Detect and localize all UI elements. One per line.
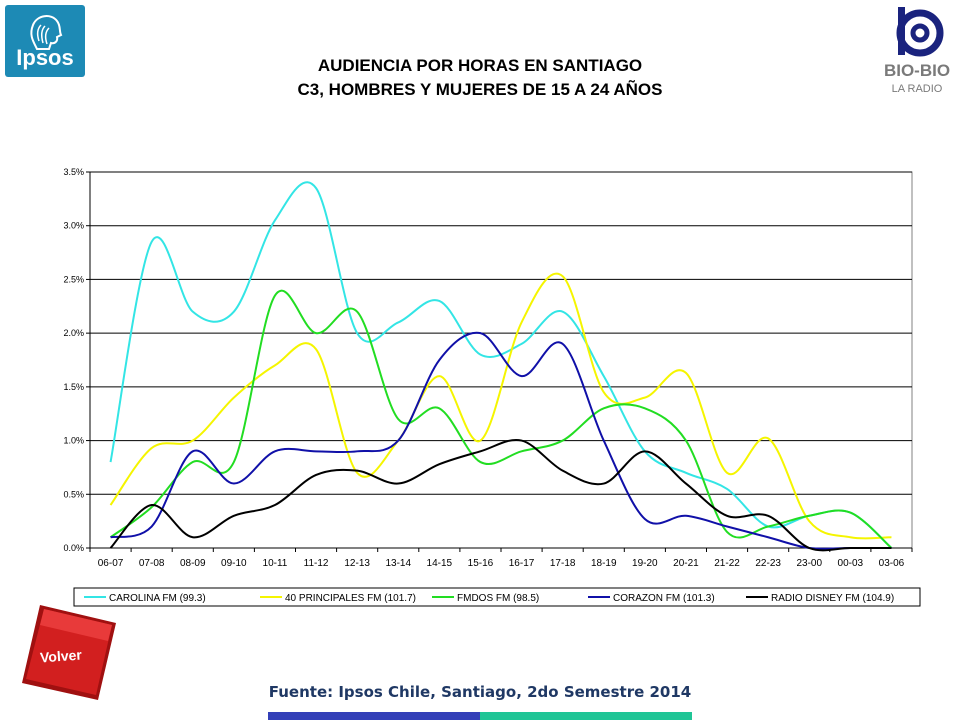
x-tick-label: 03-06 [879,558,905,569]
series-line-5 [109,438,892,552]
x-tick-label: 06-07 [98,558,124,569]
ipsos-head-icon [30,15,63,50]
x-tick-label: 00-03 [838,558,864,569]
x-tick-label: 23-00 [796,558,822,569]
source-note: Fuente: Ipsos Chile, Santiago, 2do Semes… [268,683,692,701]
biobio-logo-subtext: LA RADIO [891,83,943,95]
legend-label-5: RADIO DISNEY FM (104.9) [771,593,894,604]
volver-button-label[interactable]: Volver [39,646,83,666]
legend-box [73,587,921,607]
series-line-1 [109,181,893,549]
x-tick-label: 21-22 [714,558,740,569]
plot-area [89,171,913,549]
x-tick-label: 10-11 [263,558,288,569]
legend-label-1: CAROLINA FM (99.3) [109,593,206,604]
y-tick-label: 0.5% [63,489,84,499]
biobio-logo: BIO-BIO LA RADIO [878,5,956,100]
biobio-logo-text: BIO-BIO [883,61,951,80]
x-tick-label: 12-13 [344,558,370,569]
x-tick-label: 22-23 [755,558,781,569]
y-tick-label: 1.5% [63,382,84,392]
x-tick-label: 20-21 [673,558,699,569]
legend-label-4: CORAZON FM (101.3) [613,593,715,604]
y-tick-label: 1.0% [63,436,84,446]
footer-bar-green [480,712,692,720]
x-tick-label: 11-12 [304,558,329,569]
series-line-2 [109,272,892,540]
ipsos-logo-text: Ipsos [16,45,74,70]
series-line-4 [110,331,892,550]
x-tick-label: 09-10 [221,558,247,569]
series-line-3 [109,289,893,549]
y-tick-label: 3.0% [63,221,84,231]
biobio-symbol-icon [896,7,944,57]
ipsos-logo: Ipsos [5,5,85,77]
y-tick-label: 3.5% [63,167,84,177]
volver-button[interactable] [18,605,118,700]
x-tick-label: 16-17 [509,558,535,569]
x-tick-label: 17-18 [550,558,576,569]
chart-title-line2: C3, HOMBRES Y MUJERES DE 15 A 24 AÑOS [297,80,663,99]
y-tick-label: 2.5% [63,274,84,284]
x-tick-label: 19-20 [632,558,658,569]
y-tick-label: 0.0% [63,543,84,553]
y-tick-label: 2.0% [63,328,84,338]
x-tick-label: 18-19 [591,558,617,569]
x-tick-label: 15-16 [468,558,494,569]
chart-title-line1: AUDIENCIA POR HORAS EN SANTIAGO [317,56,643,75]
x-tick-label: 14-15 [427,558,453,569]
x-tick-label: 13-14 [385,558,411,569]
footer-bar-blue [268,712,480,720]
legend-label-2: 40 PRINCIPALES FM (101.7) [285,593,416,604]
x-tick-label: 07-08 [139,558,165,569]
legend-label-3: FMDOS FM (98.5) [457,593,539,604]
x-tick-label: 08-09 [180,558,206,569]
